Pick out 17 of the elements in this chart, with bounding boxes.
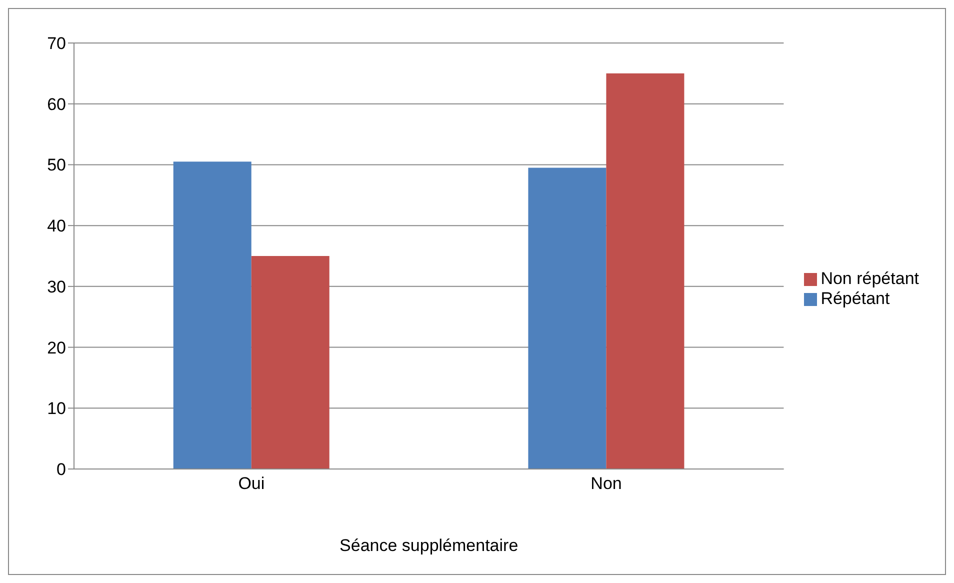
x-tick-label: Oui <box>238 474 265 494</box>
y-tick-label: 30 <box>47 277 66 296</box>
bar <box>528 168 606 469</box>
bar <box>173 162 252 469</box>
y-tick-label: 50 <box>47 156 66 175</box>
y-tick-label: 10 <box>47 399 66 418</box>
y-tick-label: 60 <box>47 94 66 114</box>
y-tick-label: 40 <box>47 216 66 236</box>
y-tick-label: 20 <box>47 338 66 358</box>
x-axis-title: Séance supplémentaire <box>340 536 518 555</box>
bar <box>251 256 330 469</box>
legend-label: Répétant <box>820 289 890 308</box>
x-tick-label: Non <box>590 474 622 494</box>
y-tick-label: 70 <box>47 34 66 54</box>
y-tick-label: 0 <box>56 460 66 480</box>
legend-label: Non répétant <box>820 269 919 288</box>
bar <box>606 73 684 469</box>
